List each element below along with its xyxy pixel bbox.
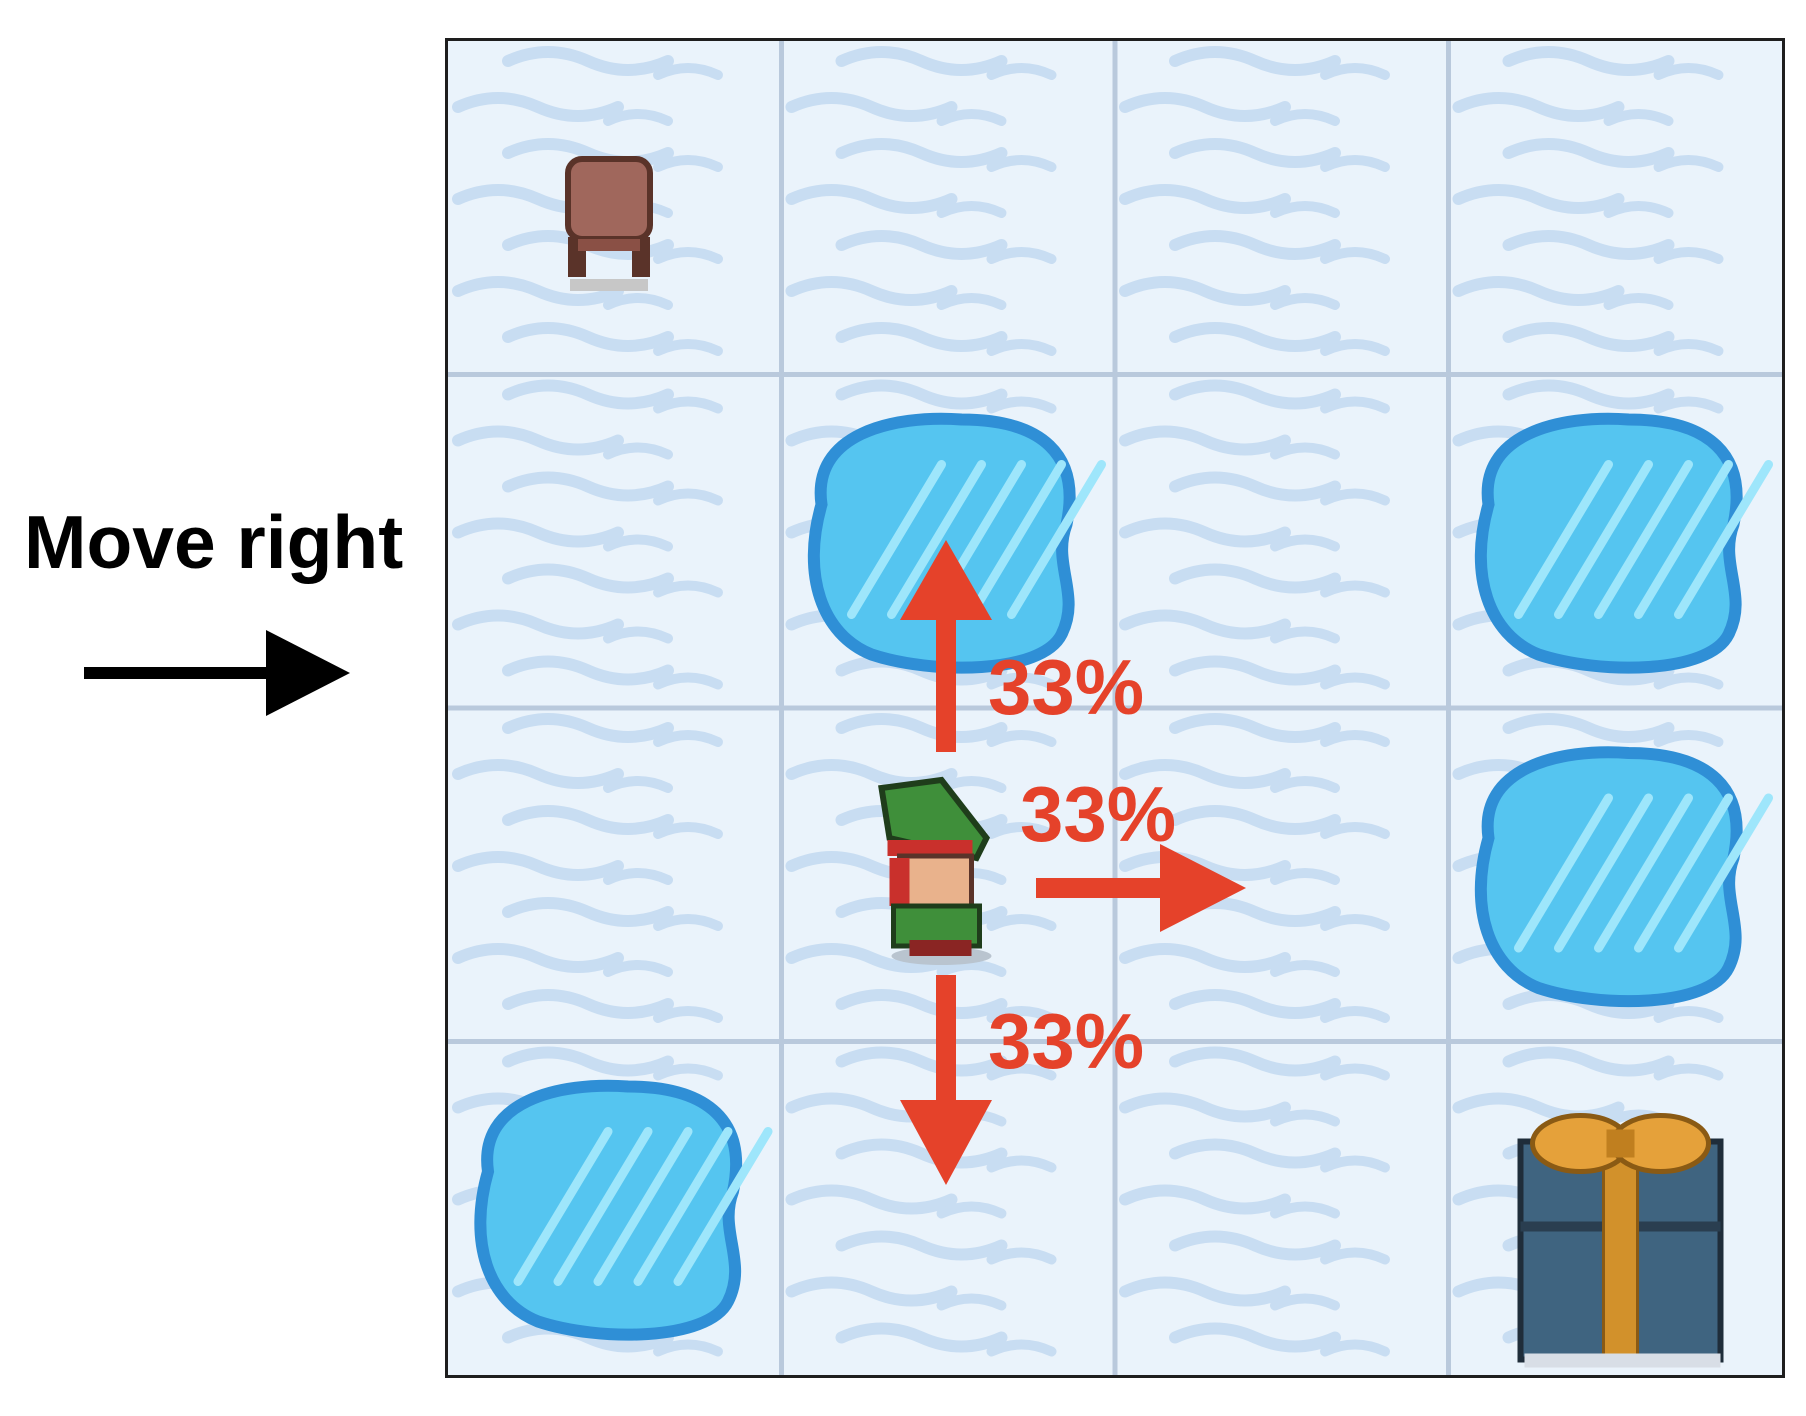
snow-tile (1119, 379, 1390, 690)
stool-icon (565, 156, 653, 291)
right-arrow-icon (84, 630, 350, 716)
probability-down-label: 33% (988, 997, 1145, 1085)
snow-tile (1119, 713, 1390, 1023)
probability-right-label: 33% (1020, 770, 1177, 858)
frozen-lake-grid (445, 38, 1785, 1378)
snow-tile (1119, 1046, 1390, 1357)
gift-icon (1517, 1113, 1724, 1368)
ice-hole-icon (474, 1079, 773, 1341)
snow-tile (1119, 46, 1390, 356)
ice-hole-icon (807, 412, 1106, 674)
ice-hole-icon (1474, 746, 1773, 1008)
snow-tile (452, 713, 723, 1023)
elf-icon (878, 776, 992, 965)
snow-tile (785, 46, 1057, 356)
probability-up-label: 33% (988, 643, 1145, 731)
snow-tile (452, 379, 723, 690)
action-label: Move right (24, 500, 404, 584)
snow-tile (1452, 46, 1724, 356)
ice-hole-icon (1474, 412, 1773, 674)
